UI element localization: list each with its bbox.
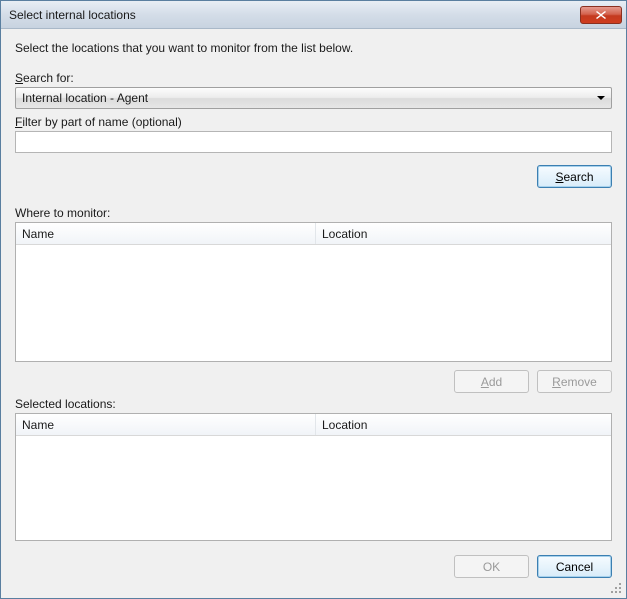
dialog-window: Select internal locations Select the loc…	[0, 0, 627, 599]
search-for-value: Internal location - Agent	[22, 91, 597, 105]
chevron-down-icon	[597, 96, 605, 100]
selected-col-location[interactable]: Location	[316, 414, 611, 435]
add-button[interactable]: Add	[454, 370, 529, 393]
resize-grip-icon[interactable]	[609, 581, 623, 595]
selected-list-body	[16, 436, 611, 540]
selected-col-name[interactable]: Name	[16, 414, 316, 435]
monitor-col-location[interactable]: Location	[316, 223, 611, 244]
monitor-list-header: Name Location	[16, 223, 611, 245]
monitor-col-name[interactable]: Name	[16, 223, 316, 244]
monitor-list-body	[16, 245, 611, 361]
filter-label: Filter by part of name (optional)	[15, 115, 612, 129]
close-button[interactable]	[580, 6, 622, 24]
close-icon	[596, 11, 606, 19]
monitor-listview[interactable]: Name Location	[15, 222, 612, 362]
search-for-combo[interactable]: Internal location - Agent	[15, 87, 612, 109]
filter-input[interactable]	[15, 131, 612, 153]
remove-button[interactable]: Remove	[537, 370, 612, 393]
selected-locations-label: Selected locations:	[15, 397, 612, 411]
ok-button[interactable]: OK	[454, 555, 529, 578]
selected-list-header: Name Location	[16, 414, 611, 436]
search-button[interactable]: Search	[537, 165, 612, 188]
dialog-content: Select the locations that you want to mo…	[1, 29, 626, 598]
selected-listview[interactable]: Name Location	[15, 413, 612, 541]
instruction-text: Select the locations that you want to mo…	[15, 41, 612, 55]
where-to-monitor-label: Where to monitor:	[15, 206, 612, 220]
titlebar: Select internal locations	[1, 1, 626, 29]
cancel-button[interactable]: Cancel	[537, 555, 612, 578]
search-for-label: Search for:	[15, 71, 612, 85]
window-title: Select internal locations	[9, 8, 580, 22]
